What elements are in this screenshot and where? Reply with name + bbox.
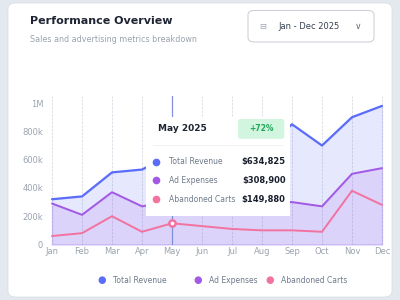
Text: ●: ● (266, 275, 274, 286)
Text: $634,825: $634,825 (242, 157, 286, 166)
Text: May 2025: May 2025 (158, 124, 206, 134)
Text: Sales and advertising metrics breakdown: Sales and advertising metrics breakdown (30, 34, 197, 43)
Text: Performance Overview: Performance Overview (30, 16, 172, 26)
Text: ●: ● (194, 275, 202, 286)
FancyBboxPatch shape (143, 115, 293, 218)
Text: ●: ● (98, 275, 106, 286)
FancyBboxPatch shape (238, 119, 284, 139)
Text: +72%: +72% (249, 124, 274, 134)
Text: Abandoned Carts: Abandoned Carts (281, 276, 348, 285)
Text: ⊟: ⊟ (259, 22, 266, 31)
Text: Ad Expenses: Ad Expenses (209, 276, 258, 285)
Text: Abandoned Carts: Abandoned Carts (169, 195, 236, 204)
Text: $308,900: $308,900 (242, 176, 286, 185)
Text: Total Revenue: Total Revenue (113, 276, 167, 285)
Text: $149,880: $149,880 (242, 195, 286, 204)
Text: ∨: ∨ (355, 22, 361, 31)
Text: Ad Expenses: Ad Expenses (169, 176, 218, 185)
Text: Total Revenue: Total Revenue (169, 157, 223, 166)
Text: Jan - Dec 2025: Jan - Dec 2025 (278, 22, 339, 31)
